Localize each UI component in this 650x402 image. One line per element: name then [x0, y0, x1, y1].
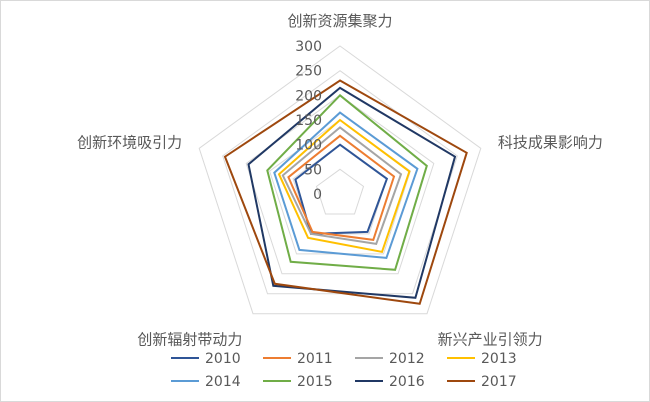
series-line-2015	[266, 93, 428, 271]
category-label-5: 创新环境吸引力	[77, 134, 182, 152]
legend: 2010 2011 2012 2013 2014 2015 2016 2017	[171, 351, 517, 390]
legend-item-2012: 2012	[355, 351, 425, 367]
radar-series	[223, 79, 468, 305]
legend-label-2010: 2010	[205, 351, 241, 367]
series-line-2011	[287, 134, 396, 241]
radial-tick-labels: 0 50 100 150 200 250 300	[295, 39, 322, 203]
series-line-2013	[277, 118, 411, 254]
category-label-1: 创新资源集聚力	[287, 12, 392, 30]
series-line-2010	[294, 143, 389, 235]
legend-label-2013: 2013	[481, 351, 517, 367]
legend-item-2011: 2011	[263, 351, 333, 367]
tick-label-100: 100	[295, 138, 322, 154]
grid-ring-50	[315, 168, 365, 215]
tick-label-50: 50	[304, 162, 322, 178]
category-label-2: 科技成果影响力	[498, 134, 603, 152]
series-line-2017	[223, 79, 468, 305]
tick-label-300: 300	[295, 39, 322, 55]
series-line-2016	[247, 86, 457, 299]
legend-item-2010: 2010	[171, 351, 241, 367]
legend-item-2015: 2015	[263, 374, 333, 390]
legend-item-2016: 2016	[355, 374, 425, 390]
tick-label-250: 250	[295, 64, 322, 80]
radar-grid	[198, 45, 482, 315]
legend-label-2014: 2014	[205, 374, 241, 390]
tick-label-0: 0	[313, 187, 322, 203]
legend-label-2017: 2017	[481, 374, 517, 390]
legend-item-2017: 2017	[447, 374, 517, 390]
legend-label-2012: 2012	[389, 351, 425, 367]
grid-ring-300	[198, 45, 482, 315]
legend-item-2014: 2014	[171, 374, 241, 390]
series-line-2014	[273, 111, 419, 259]
category-label-4: 创新辐射带动力	[137, 330, 242, 348]
tick-label-200: 200	[295, 88, 322, 104]
tick-label-150: 150	[295, 113, 322, 129]
legend-label-2016: 2016	[389, 374, 425, 390]
series-line-2012	[281, 126, 403, 246]
legend-item-2013: 2013	[447, 351, 517, 367]
legend-label-2011: 2011	[297, 351, 333, 367]
category-label-3: 新兴产业引领力	[438, 330, 543, 348]
legend-label-2015: 2015	[297, 374, 333, 390]
